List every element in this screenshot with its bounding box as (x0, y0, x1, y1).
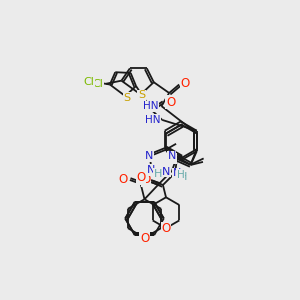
Text: O: O (136, 171, 146, 184)
Text: O: O (141, 173, 151, 186)
Text: N: N (162, 167, 170, 176)
Text: Cl: Cl (93, 79, 104, 89)
Text: N: N (167, 151, 176, 161)
Text: HN: HN (143, 101, 158, 111)
Text: Cl: Cl (84, 77, 94, 87)
Text: O: O (161, 222, 171, 236)
Text: H: H (179, 172, 187, 182)
Text: O: O (118, 173, 128, 186)
Text: O: O (166, 96, 175, 109)
Text: H: H (153, 169, 162, 179)
Text: N: N (145, 151, 153, 161)
Text: O: O (181, 77, 190, 90)
Text: O: O (140, 232, 149, 245)
Text: S: S (138, 90, 145, 100)
Text: N: N (172, 168, 181, 178)
Text: N: N (146, 165, 155, 175)
Text: H: H (177, 169, 184, 180)
Text: HN: HN (145, 115, 161, 125)
Text: N: N (168, 154, 176, 164)
Text: S: S (123, 93, 130, 103)
